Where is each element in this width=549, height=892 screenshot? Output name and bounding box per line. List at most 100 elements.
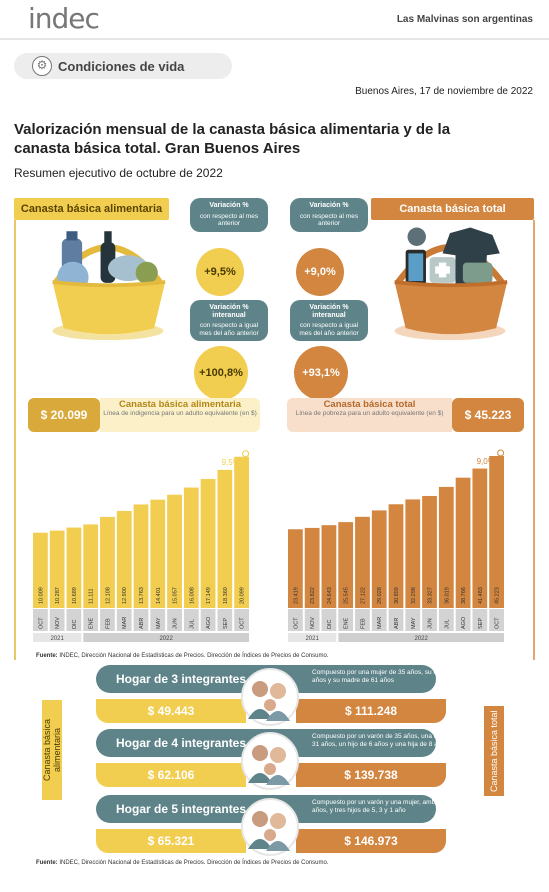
- section-pill: ⚙ Condiciones de vida: [14, 53, 232, 79]
- bar: [183, 487, 199, 608]
- bar: [133, 504, 149, 608]
- tick-label: JUN: [428, 618, 434, 629]
- cba-var-year-title: Variación % interanual: [209, 304, 249, 319]
- data-label: 16.008: [189, 587, 195, 604]
- data-label: 18.360: [223, 587, 229, 604]
- category-band: [183, 609, 199, 631]
- category-band: [422, 609, 437, 631]
- cba-var-month-title: Variación %: [209, 202, 249, 209]
- bar: [150, 499, 166, 608]
- bar: [116, 510, 132, 608]
- cbt-var-year-label: Variación % interanual con respecto a ig…: [290, 300, 368, 341]
- data-label: 38.766: [461, 587, 467, 604]
- bar: [422, 495, 437, 608]
- family-illustration: [241, 732, 299, 790]
- highlight-marker: [497, 449, 505, 457]
- data-label: 10.287: [55, 587, 61, 604]
- right-rule: [533, 220, 535, 660]
- family-illustration: [241, 798, 299, 856]
- cba-var-year-desc: con respecto a igual mes del año anterio…: [199, 322, 259, 337]
- hogar-title: Hogar de 4 integrantes: [116, 736, 247, 750]
- indec-logo: indec: [28, 2, 100, 35]
- category-band: [438, 609, 454, 631]
- cba-bar-chart: 10.009 OCT 10.287 NOV 10.689 DIC 11.111 ENE 12.1…: [33, 450, 250, 642]
- hogar-cbt-amount: $ 146.973: [296, 829, 446, 853]
- section-seal-icon: ⚙: [32, 56, 52, 76]
- bar: [388, 504, 404, 608]
- hogar-desc: Compuesto por un varón y una mujer, ambo…: [312, 799, 461, 814]
- source-note-bottom: Fuente: INDEC, Dirección Nacional de Est…: [36, 860, 329, 866]
- tick-label: AGO: [461, 616, 467, 629]
- data-label: 25.545: [344, 587, 350, 604]
- tick-label: DIC: [72, 620, 78, 630]
- tagline: Las Malvinas son argentinas: [396, 14, 533, 25]
- bar: [217, 469, 233, 608]
- cba-var-month-label: Variación % con respecto al mes anterior: [190, 198, 268, 232]
- year-label: 2021: [305, 636, 319, 642]
- tick-label: OCT: [495, 617, 501, 629]
- variation-annotation: 9,0%: [477, 457, 495, 466]
- cbt-var-year-value: +93,1%: [294, 346, 348, 400]
- data-label: 10.009: [38, 587, 44, 604]
- cbt-amount-title: Canasta básica total: [323, 399, 416, 410]
- category-band: [133, 609, 149, 631]
- data-label: 29.028: [377, 587, 383, 604]
- category-band: [321, 609, 337, 631]
- category-band: [234, 609, 249, 631]
- left-rule: [14, 220, 16, 660]
- bar: [338, 522, 354, 608]
- cba-var-year-label: Variación % interanual con respecto a ig…: [190, 300, 268, 341]
- bar: [472, 468, 488, 608]
- category-band: [33, 609, 48, 631]
- cba-amount-label: Canasta básica alimentaria Línea de indi…: [100, 398, 260, 432]
- tick-label: MAY: [156, 617, 162, 629]
- data-label: 23.419: [293, 587, 299, 604]
- data-label: 23.822: [310, 587, 316, 604]
- data-label: 11.111: [89, 588, 95, 604]
- category-band: [304, 609, 320, 631]
- hogar-cbt-amount: $ 111.248: [296, 699, 446, 723]
- tick-label: OCT: [38, 617, 44, 629]
- bar: [355, 516, 370, 608]
- category-band: [489, 609, 504, 631]
- tick-label: MAR: [377, 617, 383, 629]
- category-band: [455, 609, 471, 631]
- category-band: [116, 609, 132, 631]
- hogar-desc: Compuesto por una mujer de 35 años, su h…: [312, 669, 462, 684]
- cba-amount-desc: Línea de indigencia para un adulto equiv…: [103, 410, 257, 417]
- cbt-var-month-title: Variación %: [309, 202, 349, 209]
- category-band: [167, 609, 182, 631]
- data-label: 33.327: [428, 587, 434, 604]
- cba-var-month-value: +9,5%: [196, 248, 244, 296]
- data-label: 13.763: [139, 587, 145, 604]
- hogar-title: Hogar de 5 integrantes: [116, 802, 247, 816]
- tick-label: SEP: [478, 618, 484, 629]
- data-label: 30.859: [394, 587, 400, 604]
- hogar-cba-amount: $ 65.321: [96, 829, 246, 853]
- tick-label: MAR: [122, 617, 128, 629]
- year-label: 2022: [159, 636, 173, 642]
- cbt-header: Canasta básica total: [371, 198, 534, 220]
- cbt-var-year-title: Variación % interanual: [309, 304, 349, 319]
- tick-label: ENE: [344, 617, 350, 629]
- section-title: Condiciones de vida: [58, 58, 185, 74]
- tick-label: NOV: [310, 617, 316, 629]
- tick-label: MAY: [411, 617, 417, 629]
- year-band: [33, 633, 82, 642]
- cbt-var-month-desc: con respecto al mes anterior: [299, 212, 359, 228]
- cbt-bar-chart: 23.419 OCT 23.822 NOV 24.643 DIC 25.545 ENE 27.1…: [288, 449, 505, 642]
- year-band: [288, 633, 337, 642]
- data-label: 15.057: [173, 587, 179, 604]
- cbt-var-month-value: +9,0%: [296, 248, 344, 296]
- year-band: [83, 633, 249, 642]
- data-label: 36.019: [444, 587, 450, 604]
- bar: [66, 527, 82, 608]
- category-band: [200, 609, 216, 631]
- hogar-cbt-amount: $ 139.738: [296, 763, 446, 787]
- data-label: 12.900: [122, 587, 128, 604]
- tick-label: ABR: [394, 618, 400, 629]
- tick-label: ABR: [139, 618, 145, 629]
- cbt-var-year-desc: con respecto a igual mes del año anterio…: [299, 322, 359, 337]
- cbt-amount-desc: Línea de pobreza para un adulto equivale…: [295, 410, 444, 417]
- cbt-amount-label: Canasta básica total Línea de pobreza pa…: [287, 398, 452, 432]
